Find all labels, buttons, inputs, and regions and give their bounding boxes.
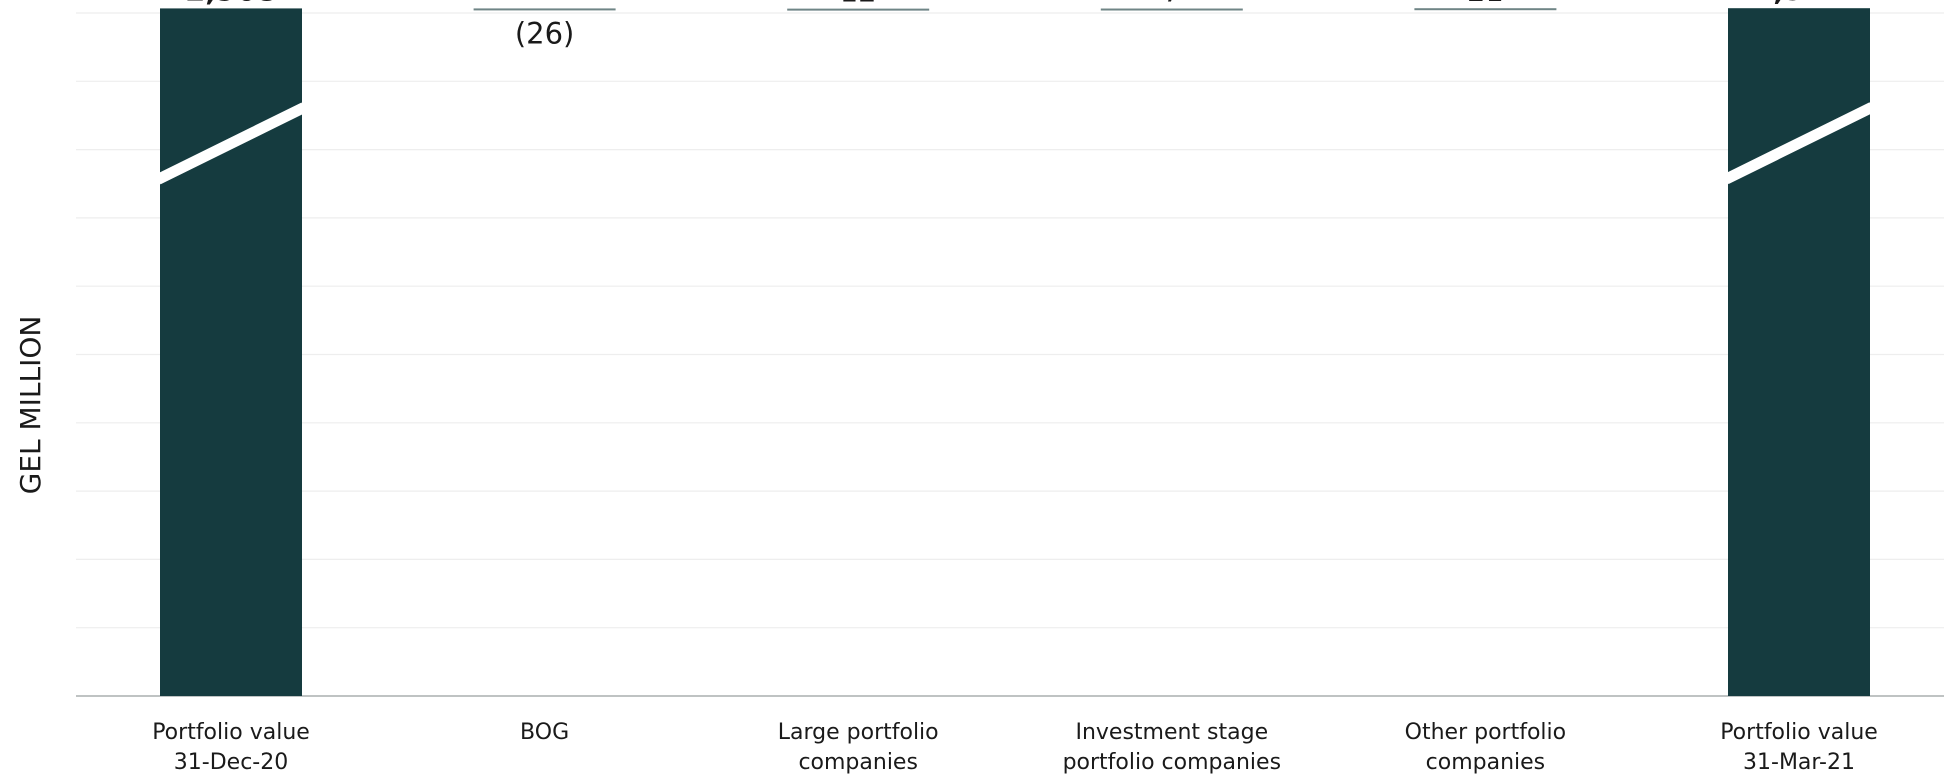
bar-total: [160, 8, 302, 697]
bar-delta: [787, 8, 930, 11]
data-label: 12: [840, 0, 877, 9]
bar-delta: [1100, 8, 1243, 11]
bar-delta: [473, 8, 616, 11]
gridlines: [76, 12, 1944, 629]
category-labels: Portfolio value 31-Dec-20 BOG Large portfol…: [152, 720, 1878, 775]
data-label: 7: [1163, 0, 1181, 9]
category-label: Other portfolio: [1405, 720, 1566, 745]
category-label: portfolio companies: [1063, 750, 1281, 775]
category-label: Portfolio value: [152, 720, 310, 745]
bar-delta: [1414, 8, 1557, 11]
bars: [155, 8, 1875, 697]
category-label: companies: [798, 750, 918, 775]
axis-break-mark: [1723, 102, 1875, 185]
category-label: 31-Mar-21: [1743, 750, 1855, 775]
data-label: 2,908: [185, 0, 277, 7]
value-labels: 2,908 (26) 12 7 21 2,922: [185, 0, 1845, 50]
data-label: (26): [515, 16, 575, 50]
category-label: BOG: [520, 720, 569, 745]
category-label: 31-Dec-20: [174, 750, 288, 775]
y-axis-label: GEL MILLION: [14, 316, 47, 495]
axis-break-mark: [155, 102, 307, 185]
category-label: Portfolio value: [1720, 720, 1878, 745]
bar-total: [1728, 8, 1870, 696]
category-label: companies: [1426, 750, 1546, 775]
category-label: Large portfolio: [778, 720, 939, 745]
data-label: 2,922: [1753, 0, 1845, 7]
data-label: 21: [1467, 0, 1504, 8]
category-label: Investment stage: [1075, 720, 1268, 745]
